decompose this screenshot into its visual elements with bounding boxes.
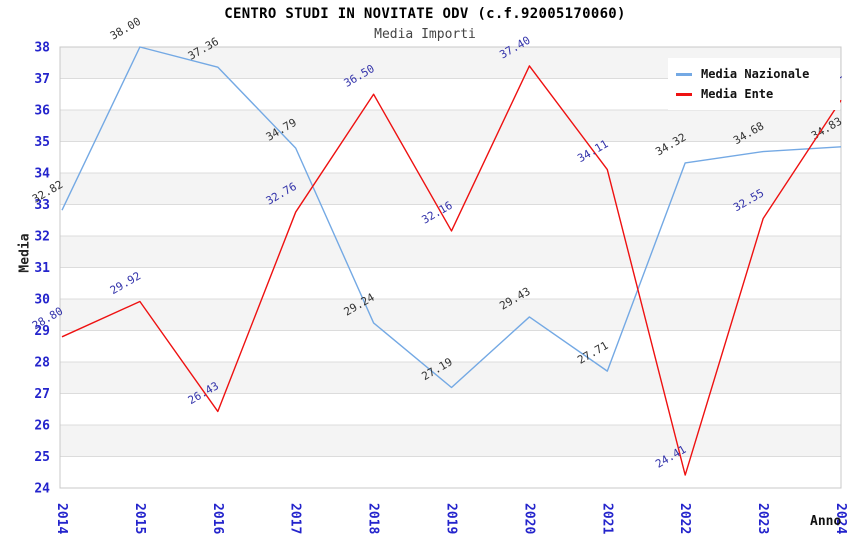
grid-band xyxy=(60,110,841,142)
grid-band xyxy=(60,173,841,205)
x-tick-label: 2016 xyxy=(210,503,225,534)
y-tick-label: 32 xyxy=(34,230,50,245)
legend-item: Media Ente xyxy=(676,84,840,104)
x-tick-label: 2015 xyxy=(132,503,147,534)
legend-label: Media Ente xyxy=(701,87,774,101)
data-point-label: 29.92 xyxy=(108,269,143,297)
x-tick-label: 2022 xyxy=(677,503,692,534)
grid-band xyxy=(60,425,841,457)
grid-band xyxy=(60,362,841,394)
chart-subtitle: Media Importi xyxy=(374,27,476,42)
grid-band xyxy=(60,236,841,268)
legend-label: Media Nazionale xyxy=(701,67,810,81)
y-tick-label: 30 xyxy=(34,293,50,308)
legend-swatch-icon xyxy=(676,72,692,76)
y-tick-label: 33 xyxy=(34,198,50,213)
plot-border xyxy=(59,46,842,489)
y-tick-label: 38 xyxy=(34,41,50,56)
data-point-label: 38.00 xyxy=(108,15,143,43)
chart-title: CENTRO STUDI IN NOVITATE ODV (c.f.920051… xyxy=(224,6,626,22)
y-tick-label: 29 xyxy=(34,324,50,339)
x-tick-label: 2021 xyxy=(599,503,614,534)
grid-band xyxy=(60,299,841,331)
y-tick-label: 27 xyxy=(34,387,50,402)
legend-item: Media Nazionale xyxy=(676,64,840,84)
x-tick-label: 2020 xyxy=(521,503,536,534)
y-tick-label: 37 xyxy=(34,72,50,87)
x-tick-label: 2018 xyxy=(366,503,381,534)
y-tick-label: 26 xyxy=(34,419,50,434)
x-tick-label: 2023 xyxy=(755,503,770,534)
y-axis-title: Media xyxy=(17,233,33,273)
y-tick-label: 24 xyxy=(34,482,50,497)
y-tick-label: 34 xyxy=(34,167,50,182)
y-tick-label: 36 xyxy=(34,104,50,119)
x-axis-title: Anno xyxy=(810,514,842,529)
x-tick-label: 2014 xyxy=(54,503,69,534)
y-tick-label: 25 xyxy=(34,450,50,465)
series-line-media-ente xyxy=(61,65,842,476)
x-tick-label: 2024 xyxy=(833,503,848,534)
y-tick-label: 31 xyxy=(34,261,50,276)
x-tick-label: 2017 xyxy=(288,503,303,534)
y-tick-label: 28 xyxy=(34,356,50,371)
y-tick-label: 35 xyxy=(34,135,50,150)
x-tick-label: 2019 xyxy=(444,503,459,534)
legend: Media Nazionale Media Ente xyxy=(668,58,840,110)
legend-swatch-icon xyxy=(676,92,692,96)
series-line-media-nazionale xyxy=(61,46,842,389)
